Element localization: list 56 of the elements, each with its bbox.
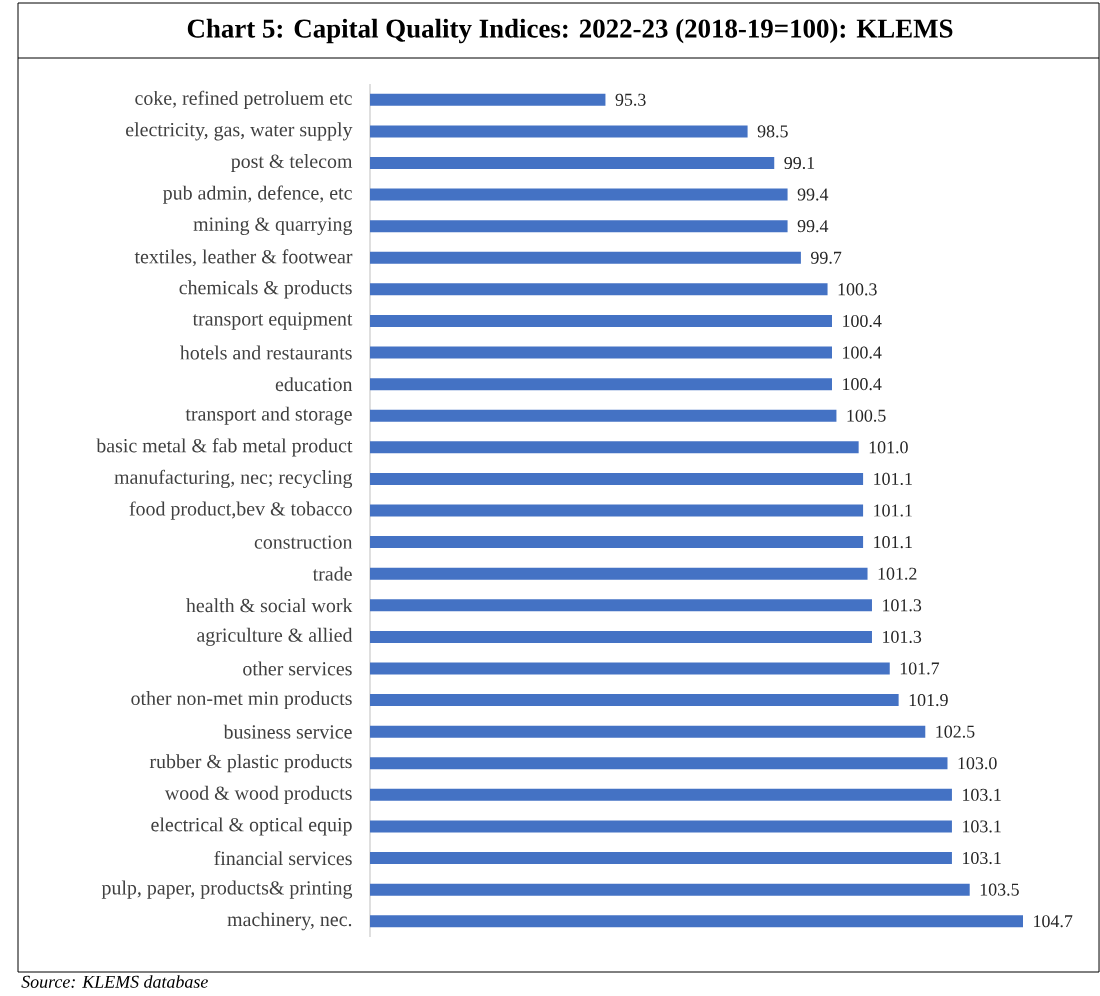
y-tick-label: business service bbox=[223, 724, 352, 739]
y-tick-label: food product,bev & tobacco bbox=[129, 501, 352, 520]
data-label: 101.7 bbox=[900, 662, 940, 675]
y-tick-label: basic metal & fab metal product bbox=[96, 438, 353, 457]
data-label: 100.4 bbox=[843, 346, 882, 359]
y-tick-label: textiles, leather & footwear bbox=[134, 249, 353, 267]
y-tick-label: hotels and restaurants bbox=[180, 345, 352, 360]
y-tick-label: manufacturing, nec; recycling bbox=[114, 469, 353, 489]
y-tick-label: transport equipment bbox=[192, 312, 353, 330]
data-label: 103.1 bbox=[963, 820, 1001, 833]
data-label: 95.3 bbox=[615, 93, 646, 106]
y-tick-label: agriculture & allied bbox=[197, 627, 353, 646]
y-tick-label: pulp, paper, products& printing bbox=[101, 880, 353, 899]
data-label: 101.1 bbox=[874, 536, 912, 549]
y-tick-label: trade bbox=[312, 566, 352, 581]
data-label: 103.1 bbox=[963, 851, 1001, 865]
source-note: Source: KLEMS database bbox=[21, 975, 208, 988]
data-label: 103.0 bbox=[958, 757, 997, 770]
y-tick-label: mining & quarrying bbox=[193, 217, 353, 235]
data-label: 103.5 bbox=[980, 883, 1019, 896]
data-label: 101.1 bbox=[874, 504, 912, 517]
data-label: 102.5 bbox=[936, 725, 975, 738]
data-label: 98.5 bbox=[757, 125, 788, 138]
y-tick-label: other non-met min products bbox=[131, 691, 352, 710]
y-tick-label: education bbox=[275, 377, 353, 392]
data-label: 101.0 bbox=[869, 441, 908, 454]
data-label: 99.7 bbox=[811, 251, 842, 264]
data-label: 100.5 bbox=[847, 409, 886, 422]
y-tick-label: health & social work bbox=[186, 598, 353, 613]
y-tick-label: financial services bbox=[214, 850, 352, 866]
y-tick-label: machinery, nec. bbox=[227, 912, 352, 931]
y-tick-label: other services bbox=[243, 661, 352, 676]
y-tick-label: pub admin, defence, etc bbox=[163, 185, 352, 204]
data-label: 99.4 bbox=[797, 188, 829, 201]
y-tick-label: rubber & plastic products bbox=[149, 754, 352, 773]
y-tick-label: construction bbox=[254, 535, 353, 549]
chart-title: Chart 5: Capital Quality Indices: 2022-23 (2018-19=100): KLEMS bbox=[187, 18, 953, 44]
data-label: 101.1 bbox=[874, 472, 912, 486]
y-tick-label: chemicals & products bbox=[179, 280, 352, 299]
data-label: 100.4 bbox=[843, 314, 882, 328]
data-label: 100.3 bbox=[838, 283, 877, 296]
y-tick-label: wood & wood products bbox=[164, 785, 352, 804]
data-label: 99.4 bbox=[797, 220, 829, 233]
data-label: 103.1 bbox=[963, 788, 1001, 801]
data-label: 101.9 bbox=[909, 693, 948, 707]
data-label: 104.7 bbox=[1034, 915, 1073, 928]
data-label: 101.3 bbox=[883, 599, 922, 612]
y-tick-label: coke, refined petroluem etc bbox=[135, 90, 352, 109]
data-label: 101.2 bbox=[878, 567, 917, 580]
y-tick-label: transport and storage bbox=[185, 406, 352, 425]
data-label: 100.4 bbox=[843, 378, 882, 391]
data-label: 99.1 bbox=[784, 156, 815, 170]
y-tick-label: post & telecom bbox=[231, 153, 353, 173]
data-label: 101.3 bbox=[883, 630, 922, 643]
y-tick-label: electricity, gas, water supply bbox=[126, 122, 353, 141]
y-tick-label: electrical & optical equip bbox=[151, 817, 352, 836]
